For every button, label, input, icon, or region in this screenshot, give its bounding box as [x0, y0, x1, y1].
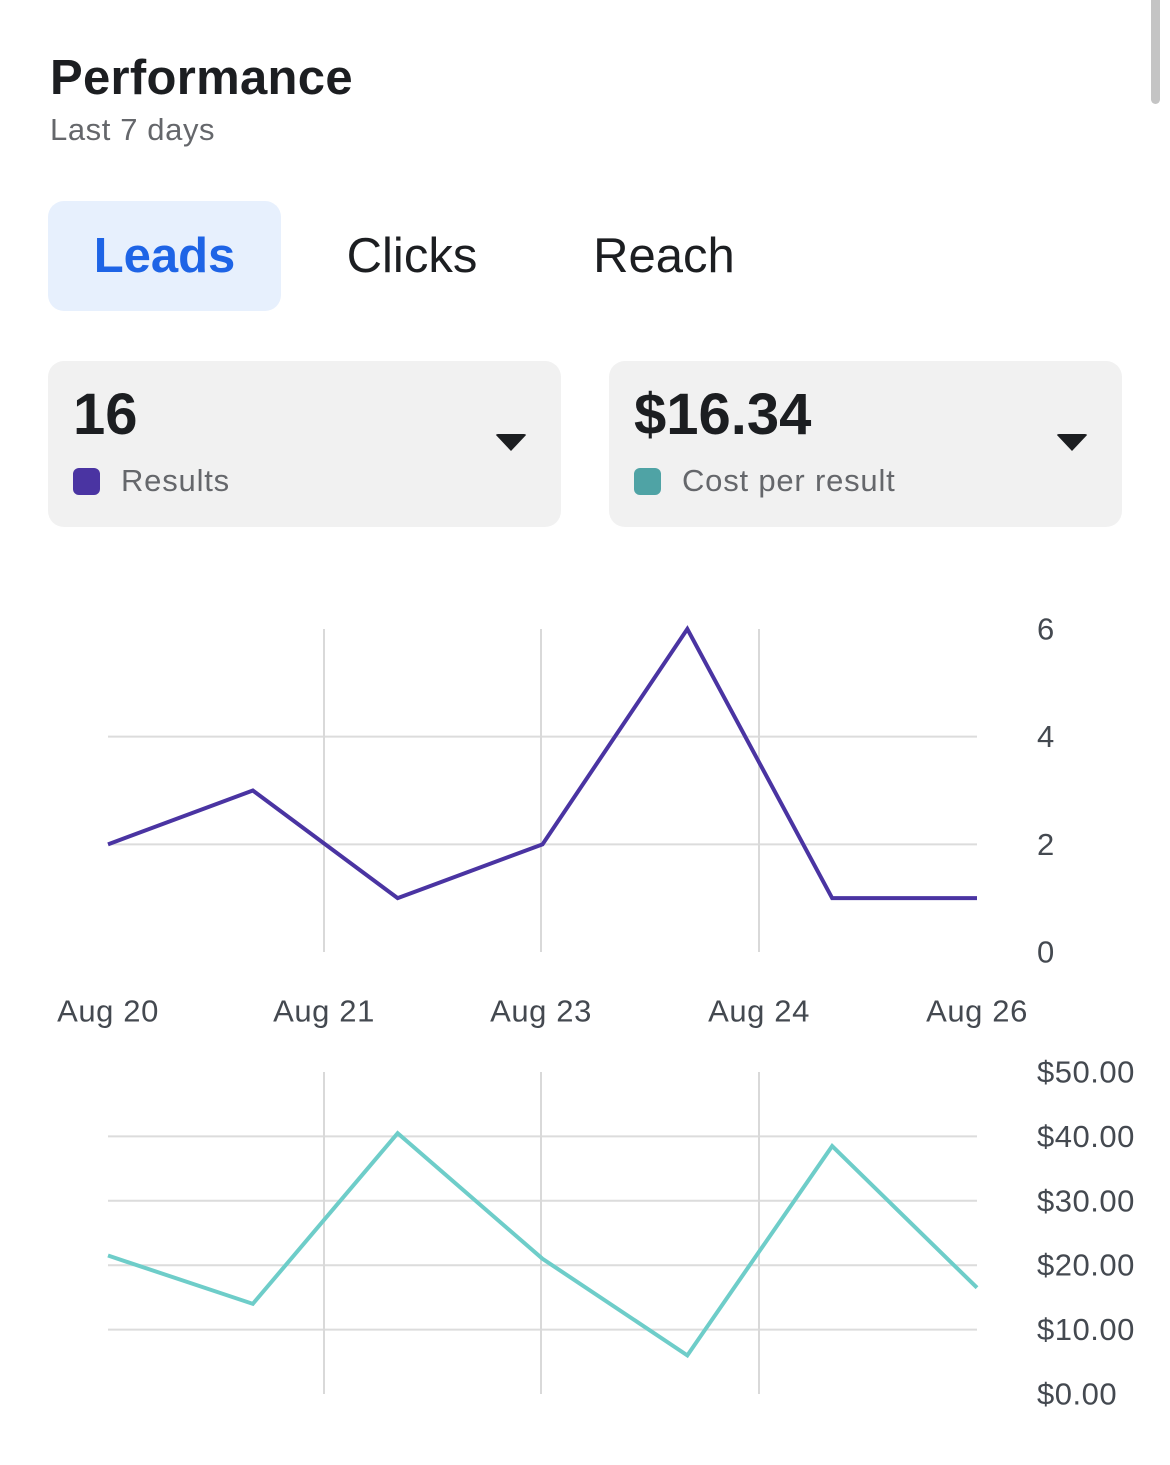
date-range-label: Last 7 days: [50, 112, 216, 147]
y-tick-label: 0: [1037, 935, 1055, 970]
y-tick-label: $50.00: [1037, 1055, 1135, 1090]
x-tick-label: Aug 24: [708, 994, 810, 1029]
y-tick-label: $30.00: [1037, 1183, 1135, 1218]
y-tick-label: $0.00: [1037, 1377, 1117, 1412]
results-legend: Results: [73, 463, 230, 499]
cost-per-result-metric-dropdown[interactable]: $16.34 Cost per result: [609, 361, 1122, 527]
cost-per-result-value: $16.34: [634, 382, 812, 447]
y-tick-label: $40.00: [1037, 1119, 1135, 1154]
cost-per-result-label: Cost per result: [682, 463, 896, 498]
y-tick-label: $10.00: [1037, 1312, 1135, 1347]
tab-clicks[interactable]: Clicks: [346, 229, 478, 283]
x-tick-label: Aug 20: [57, 994, 159, 1029]
series-line: [107, 1130, 979, 1359]
caret-down-icon[interactable]: [1056, 434, 1088, 451]
cost-per-result-legend: Cost per result: [634, 463, 896, 499]
results-label: Results: [121, 463, 230, 498]
series-line: [107, 625, 977, 901]
x-tick-label: Aug 21: [273, 994, 375, 1029]
tab-reach[interactable]: Reach: [593, 229, 735, 283]
y-tick-label: 4: [1037, 719, 1055, 754]
results-metric-dropdown[interactable]: 16 Results: [48, 361, 561, 527]
results-swatch: [73, 467, 100, 495]
y-tick-label: 2: [1037, 827, 1055, 862]
x-tick-label: Aug 23: [490, 994, 592, 1029]
y-tick-label: $20.00: [1037, 1248, 1135, 1283]
y-tick-label: 6: [1037, 612, 1055, 647]
caret-down-icon[interactable]: [495, 434, 527, 451]
cost-per-result-swatch: [634, 467, 661, 495]
page-title: Performance: [50, 51, 353, 105]
results-value: 16: [73, 382, 138, 447]
tab-leads[interactable]: Leads: [48, 201, 281, 311]
x-tick-label: Aug 26: [926, 994, 1028, 1029]
scrollbar[interactable]: [1151, 0, 1160, 104]
